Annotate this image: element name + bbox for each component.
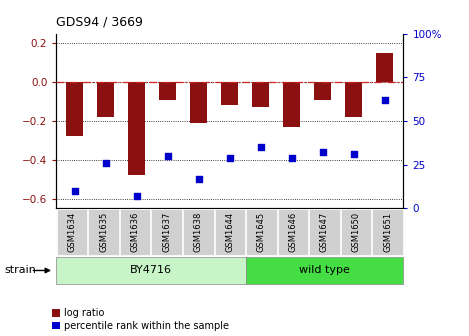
Text: GSM1636: GSM1636 bbox=[131, 212, 140, 252]
Text: strain: strain bbox=[5, 265, 37, 276]
Point bbox=[350, 152, 357, 157]
Point bbox=[257, 144, 265, 150]
Text: GSM1646: GSM1646 bbox=[288, 212, 297, 252]
Bar bbox=[376, 53, 393, 82]
Text: GDS94 / 3669: GDS94 / 3669 bbox=[56, 15, 143, 29]
Bar bbox=[159, 82, 176, 99]
Point bbox=[102, 160, 110, 166]
Point bbox=[71, 188, 79, 194]
Bar bbox=[283, 82, 300, 127]
Bar bbox=[221, 82, 238, 106]
Point bbox=[195, 176, 203, 181]
Text: GSM1644: GSM1644 bbox=[225, 212, 234, 252]
Point bbox=[164, 153, 172, 159]
Text: GSM1637: GSM1637 bbox=[162, 212, 171, 252]
Bar bbox=[129, 82, 145, 175]
Text: GSM1638: GSM1638 bbox=[194, 212, 203, 252]
Text: GSM1651: GSM1651 bbox=[383, 212, 392, 252]
Text: wild type: wild type bbox=[299, 265, 350, 276]
Bar bbox=[252, 82, 269, 108]
Legend: log ratio, percentile rank within the sample: log ratio, percentile rank within the sa… bbox=[52, 308, 229, 331]
Text: GSM1647: GSM1647 bbox=[320, 212, 329, 252]
Text: BY4716: BY4716 bbox=[130, 265, 172, 276]
Point bbox=[226, 155, 234, 160]
Text: GSM1650: GSM1650 bbox=[351, 212, 361, 252]
Bar bbox=[345, 82, 362, 117]
Bar bbox=[314, 82, 331, 99]
Bar bbox=[190, 82, 207, 123]
Point bbox=[319, 150, 326, 155]
Point bbox=[133, 194, 141, 199]
Point bbox=[381, 97, 388, 103]
Bar bbox=[66, 82, 83, 136]
Point bbox=[288, 155, 295, 160]
Text: GSM1645: GSM1645 bbox=[257, 212, 266, 252]
Bar bbox=[98, 82, 114, 117]
Text: GSM1635: GSM1635 bbox=[99, 212, 108, 252]
Text: GSM1634: GSM1634 bbox=[68, 212, 76, 252]
